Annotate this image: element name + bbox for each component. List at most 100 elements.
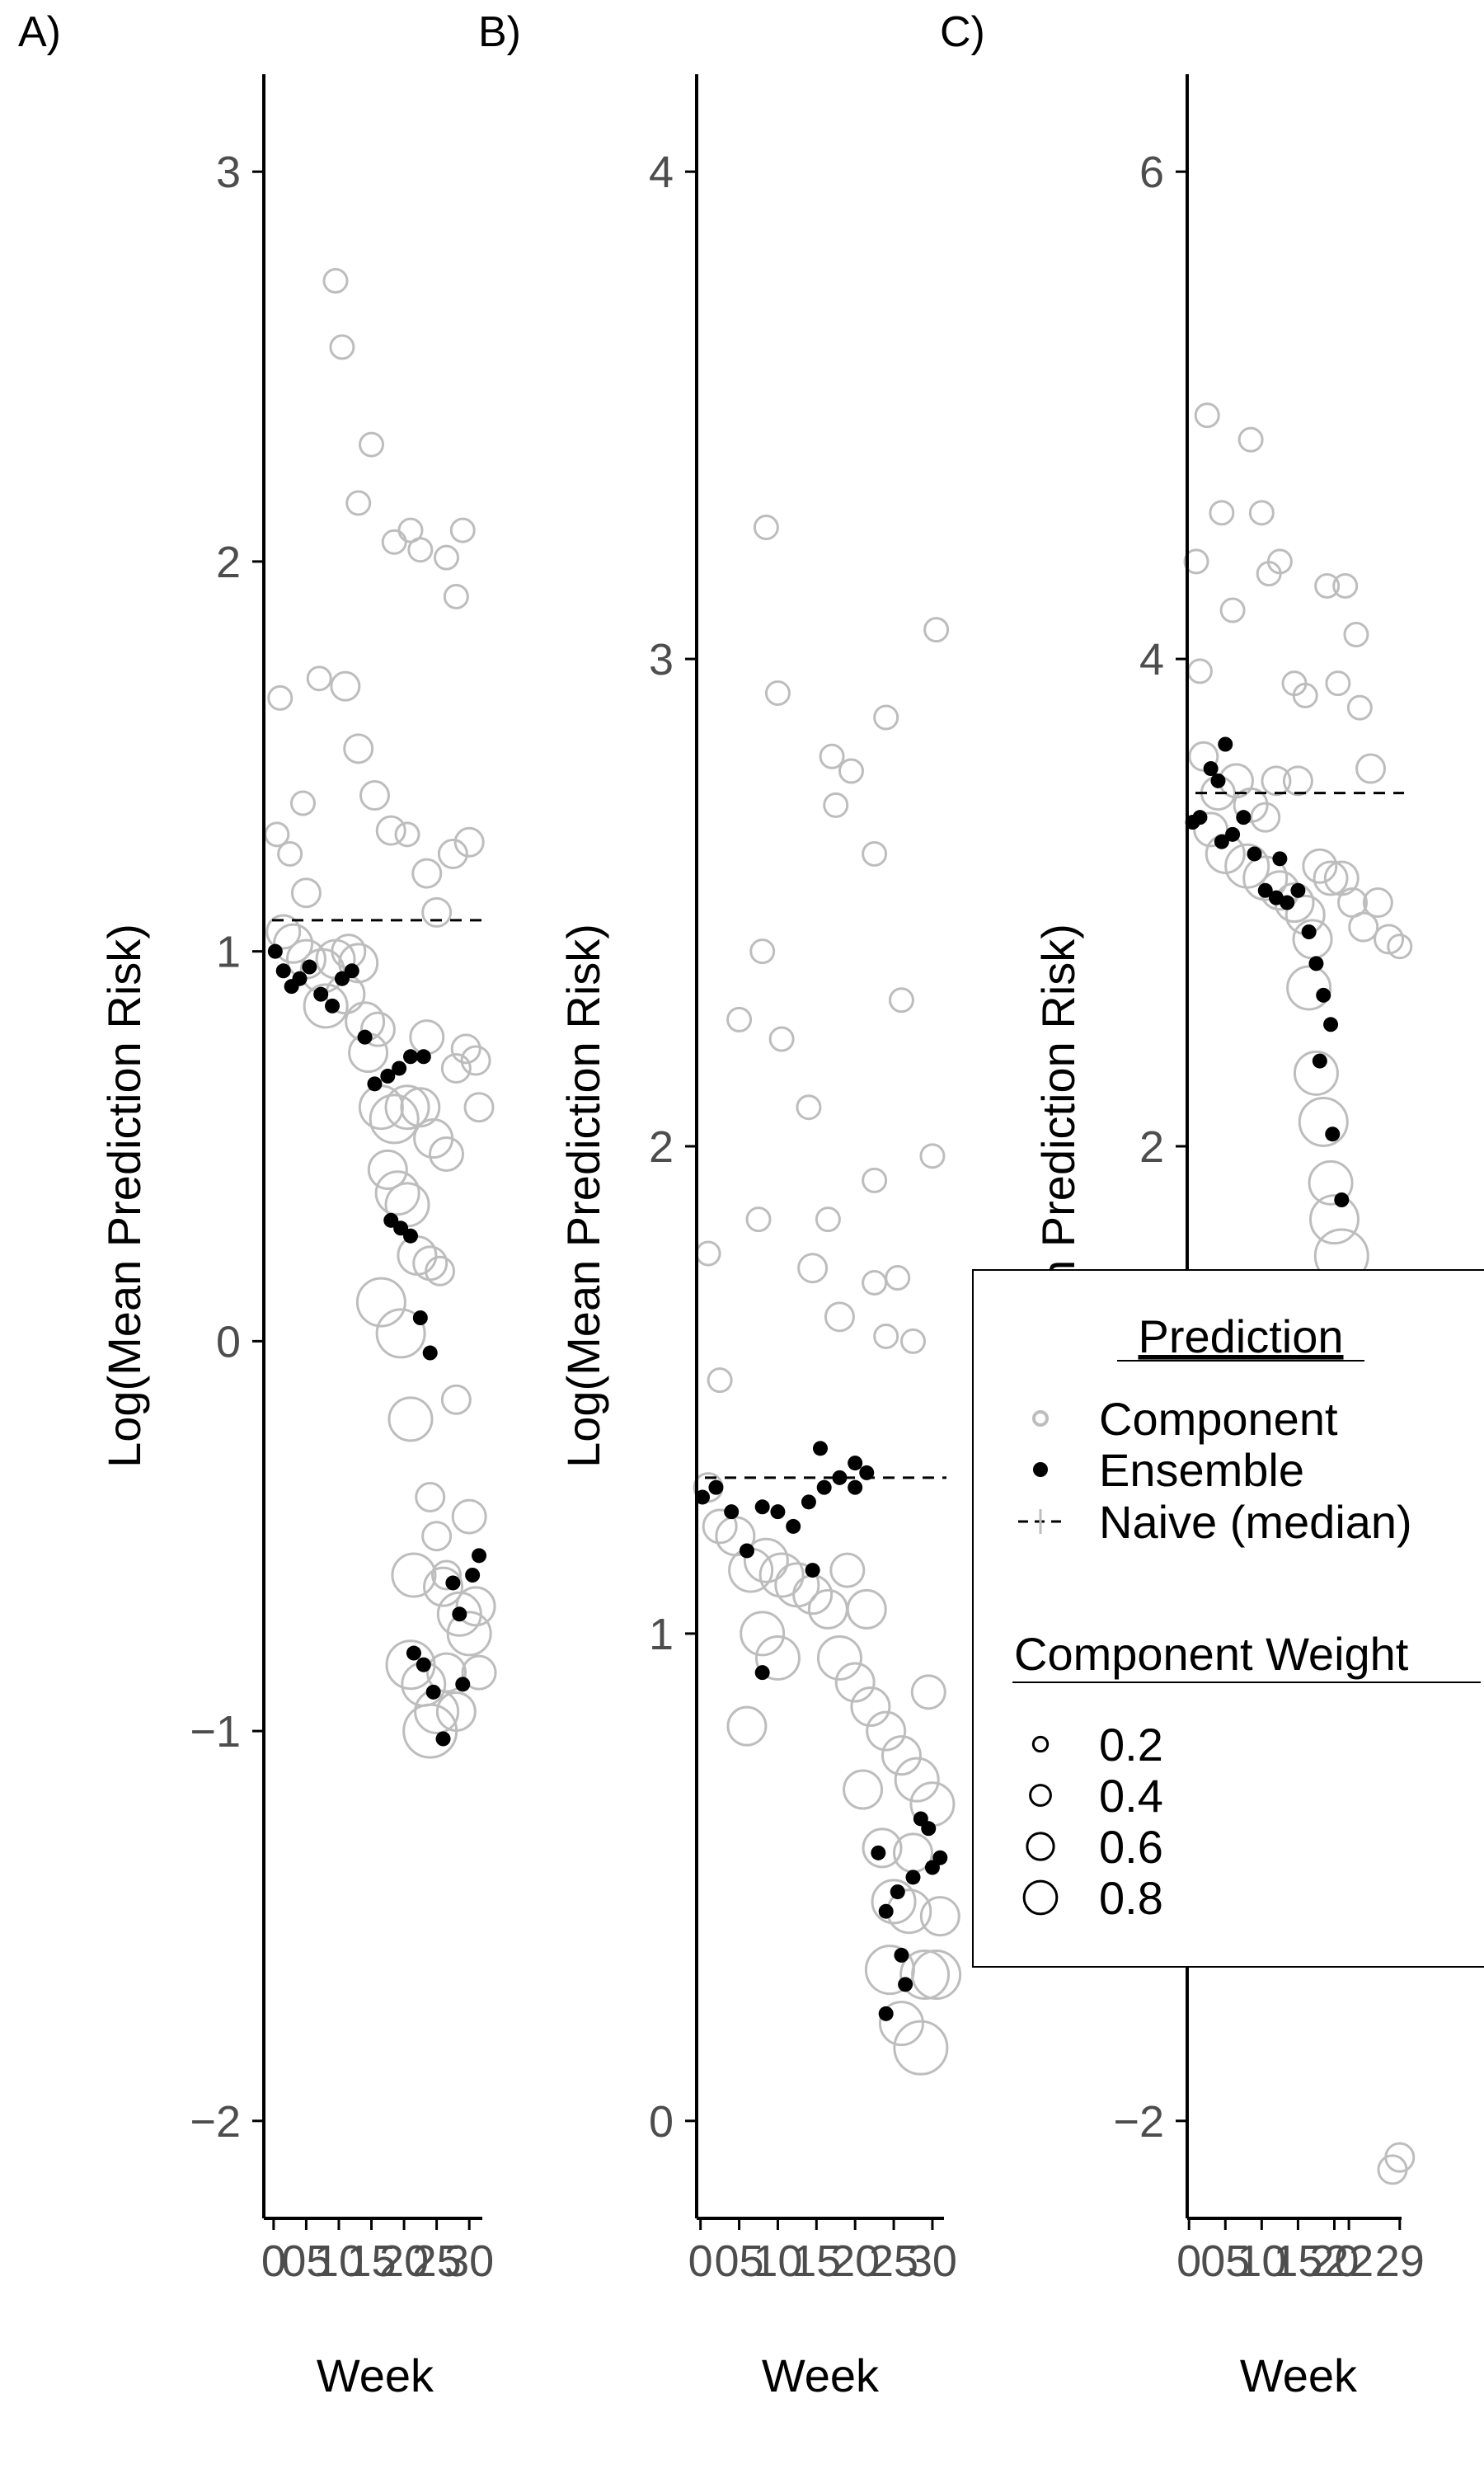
- y-tick-label: 2: [216, 538, 241, 587]
- component-point: [850, 1686, 891, 1728]
- y-tick-label: 2: [649, 1122, 674, 1172]
- panel-c-x-axis-title: Week: [1240, 2349, 1358, 2401]
- component-point: [878, 2001, 924, 2047]
- ensemble-point: [813, 1441, 828, 1456]
- component-point: [1355, 753, 1387, 784]
- component-point: [1387, 934, 1413, 960]
- ensemble-point: [455, 1677, 471, 1692]
- component-point: [919, 1143, 946, 1169]
- ensemble-point: [357, 1029, 373, 1045]
- component-point: [421, 896, 453, 928]
- component-point: [359, 1011, 396, 1047]
- legend-weight-key-0.6: [1026, 1832, 1055, 1861]
- ensemble-point: [422, 1345, 438, 1361]
- panel-a-y-axis-title: Log(Mean Prediction Risk): [98, 924, 150, 1468]
- component-point: [407, 537, 434, 563]
- component-point: [816, 1634, 862, 1681]
- ensemble-point: [302, 959, 317, 975]
- component-point: [910, 1674, 946, 1710]
- y-tick-label: 0: [216, 1317, 241, 1366]
- ensemble-point: [708, 1479, 724, 1495]
- component-point: [455, 1586, 496, 1627]
- component-point: [894, 1757, 940, 1803]
- ensemble-point: [859, 1465, 875, 1480]
- y-tick-label: 4: [1139, 635, 1164, 684]
- component-point: [862, 840, 888, 867]
- component-point: [1186, 658, 1213, 684]
- component-point: [829, 1552, 866, 1588]
- y-tick-label: 6: [1139, 148, 1164, 197]
- component-point: [838, 758, 864, 784]
- component-point: [911, 1950, 962, 2001]
- x-tick-label: 15: [791, 2236, 841, 2286]
- component-point: [425, 1652, 467, 1693]
- component-point: [824, 1301, 855, 1333]
- component-point: [707, 1367, 733, 1394]
- component-point: [1293, 1050, 1339, 1096]
- component-point: [753, 515, 779, 541]
- legend-weight-keys: 0.20.40.60.8: [1022, 1719, 1163, 1924]
- x-tick-label: 0: [688, 2236, 713, 2286]
- ensemble-point: [292, 971, 308, 986]
- component-point: [871, 1879, 917, 1925]
- component-point: [446, 1611, 492, 1657]
- y-tick-label: −2: [1113, 2097, 1164, 2147]
- ensemble-point: [801, 1494, 816, 1510]
- x-tick-label: 15: [346, 2236, 396, 2286]
- ensemble-point: [1312, 1053, 1327, 1069]
- ensemble-point: [416, 1657, 431, 1672]
- component-point: [1194, 402, 1220, 429]
- ensemble-point: [1290, 882, 1306, 898]
- ensemble-point: [805, 1563, 820, 1578]
- x-tick-label: 10: [314, 2236, 364, 2286]
- component-point: [726, 1705, 768, 1747]
- ensemble-point: [832, 1470, 848, 1485]
- component-point: [430, 1559, 462, 1591]
- component-point: [1292, 682, 1318, 708]
- legend-weight-label-0.4: 0.4: [1099, 1770, 1163, 1822]
- x-tick-label: 20: [1309, 2236, 1359, 2286]
- component-point: [743, 1537, 789, 1583]
- component-point: [764, 680, 791, 706]
- component-point: [367, 1149, 408, 1190]
- legend-ensemble-key: [1033, 1462, 1048, 1477]
- panel-a-x-axis-title: Week: [317, 2349, 434, 2401]
- legend-weight-label-0.2: 0.2: [1099, 1719, 1163, 1771]
- component-point: [384, 1084, 430, 1131]
- component-point: [1343, 622, 1369, 648]
- legend-box: [972, 1269, 1484, 1968]
- component-point: [433, 544, 459, 571]
- component-point: [329, 334, 355, 360]
- legend-component-key: [1032, 1410, 1049, 1427]
- ensemble-point: [890, 1884, 905, 1900]
- component-point: [375, 815, 406, 846]
- ensemble-point: [472, 1548, 487, 1564]
- ensemble-point: [267, 943, 283, 959]
- component-point: [440, 1384, 472, 1415]
- ensemble-point: [367, 1076, 383, 1092]
- component-point: [303, 983, 349, 1029]
- y-tick-label: 0: [649, 2097, 674, 2147]
- ensemble-point: [754, 1499, 770, 1515]
- component-point: [330, 670, 361, 702]
- component-point: [823, 792, 849, 818]
- component-point: [745, 1206, 772, 1233]
- component-point: [359, 780, 390, 811]
- y-tick-label: 2: [1139, 1122, 1164, 1172]
- component-point: [923, 617, 950, 643]
- ensemble-point: [465, 1568, 481, 1583]
- component-point: [1261, 765, 1292, 797]
- component-point: [1219, 597, 1246, 623]
- component-point: [277, 840, 303, 867]
- component-point: [1188, 741, 1219, 772]
- ensemble-point: [313, 986, 329, 1002]
- ensemble-point: [724, 1504, 740, 1520]
- ensemble-point: [325, 998, 340, 1014]
- component-point: [807, 1588, 848, 1630]
- component-point: [387, 1396, 434, 1442]
- component-point: [391, 1552, 437, 1598]
- component-point: [797, 1253, 829, 1284]
- legend-weight-label-0.6: 0.6: [1099, 1821, 1163, 1873]
- component-point: [1362, 887, 1393, 919]
